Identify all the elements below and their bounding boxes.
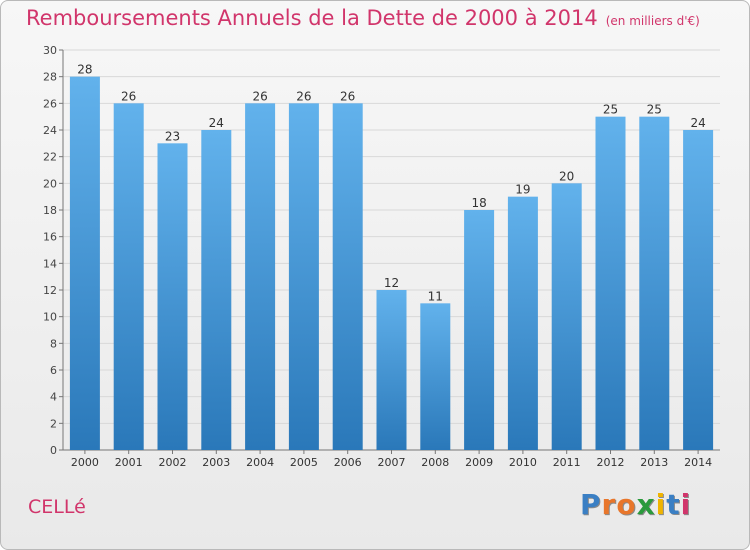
labels: 0246810121416182022242628302820002620012… — [43, 44, 712, 469]
x-tick-label-2006: 2006 — [334, 456, 362, 469]
bar-2011 — [551, 183, 582, 451]
brand-letter: P — [580, 488, 602, 521]
data-label-2014: 24 — [690, 116, 705, 130]
brand-letter: r — [601, 488, 617, 521]
data-label-2003: 24 — [209, 116, 224, 130]
bar-2004 — [245, 103, 276, 450]
bar-2014 — [683, 130, 714, 450]
data-label-2000: 28 — [77, 63, 92, 77]
x-tick-label-2001: 2001 — [115, 456, 143, 469]
bar-2010 — [507, 196, 538, 450]
y-tick-label: 12 — [43, 284, 57, 297]
x-tick-label-2000: 2000 — [71, 456, 99, 469]
bar-2013 — [639, 116, 670, 451]
x-tick-label-2005: 2005 — [290, 456, 318, 469]
bar-2000 — [69, 76, 100, 451]
chart-title: Remboursements Annuels de la Dette de 20… — [26, 6, 700, 30]
proxiti-logo: Proxiti — [580, 488, 691, 521]
x-tick-label-2002: 2002 — [159, 456, 187, 469]
data-label-2011: 20 — [559, 169, 574, 183]
x-tick-label-2009: 2009 — [465, 456, 493, 469]
bar-2007 — [376, 290, 407, 450]
bar-2001 — [113, 103, 144, 450]
y-tick-label: 20 — [43, 177, 57, 190]
data-label-2009: 18 — [471, 196, 486, 210]
x-tick-label-2007: 2007 — [378, 456, 406, 469]
data-label-2010: 19 — [515, 183, 530, 197]
bar-2008 — [420, 303, 451, 450]
data-label-2001: 26 — [121, 89, 136, 103]
data-label-2005: 26 — [296, 89, 311, 103]
x-tick-label-2011: 2011 — [553, 456, 581, 469]
y-tick-label: 10 — [43, 311, 57, 324]
data-label-2002: 23 — [165, 129, 180, 143]
y-tick-label: 14 — [43, 257, 57, 270]
data-label-2008: 11 — [428, 289, 443, 303]
y-tick-label: 24 — [43, 124, 57, 137]
x-tick-label-2014: 2014 — [684, 456, 712, 469]
bars — [69, 76, 714, 451]
x-tick-label-2004: 2004 — [246, 456, 274, 469]
data-label-2006: 26 — [340, 89, 355, 103]
y-tick-label: 22 — [43, 151, 57, 164]
data-label-2004: 26 — [252, 89, 267, 103]
bar-2006 — [332, 103, 363, 450]
data-label-2012: 25 — [603, 103, 618, 117]
brand-letter: i — [655, 488, 667, 521]
y-tick-label: 2 — [50, 417, 57, 430]
brand-letter: i — [680, 488, 692, 521]
x-tick-label-2012: 2012 — [597, 456, 625, 469]
y-tick-label: 26 — [43, 97, 57, 110]
chart-subtitle: (en milliers d'€) — [605, 14, 700, 28]
bar-2002 — [157, 143, 188, 451]
y-tick-label: 4 — [50, 391, 57, 404]
bar-2009 — [464, 210, 495, 450]
bar-2003 — [201, 130, 232, 450]
x-tick-label-2013: 2013 — [640, 456, 668, 469]
data-label-2013: 25 — [647, 103, 662, 117]
bar-2012 — [595, 116, 626, 451]
y-tick-label: 0 — [50, 444, 57, 457]
x-tick-label-2010: 2010 — [509, 456, 537, 469]
commune-name: CELLé — [28, 496, 86, 518]
y-tick-label: 28 — [43, 71, 57, 84]
brand-letter: x — [636, 488, 656, 521]
brand-letter: t — [666, 488, 681, 521]
y-tick-label: 30 — [43, 44, 57, 57]
chart-title-text: Remboursements Annuels de la Dette de 20… — [26, 6, 598, 30]
brand-letter: o — [616, 488, 637, 521]
bar-2005 — [288, 103, 319, 450]
data-label-2007: 12 — [384, 276, 399, 290]
x-tick-label-2008: 2008 — [421, 456, 449, 469]
y-tick-label: 18 — [43, 204, 57, 217]
y-tick-label: 8 — [50, 337, 57, 350]
y-tick-label: 6 — [50, 364, 57, 377]
x-tick-label-2003: 2003 — [202, 456, 230, 469]
y-tick-label: 16 — [43, 231, 57, 244]
